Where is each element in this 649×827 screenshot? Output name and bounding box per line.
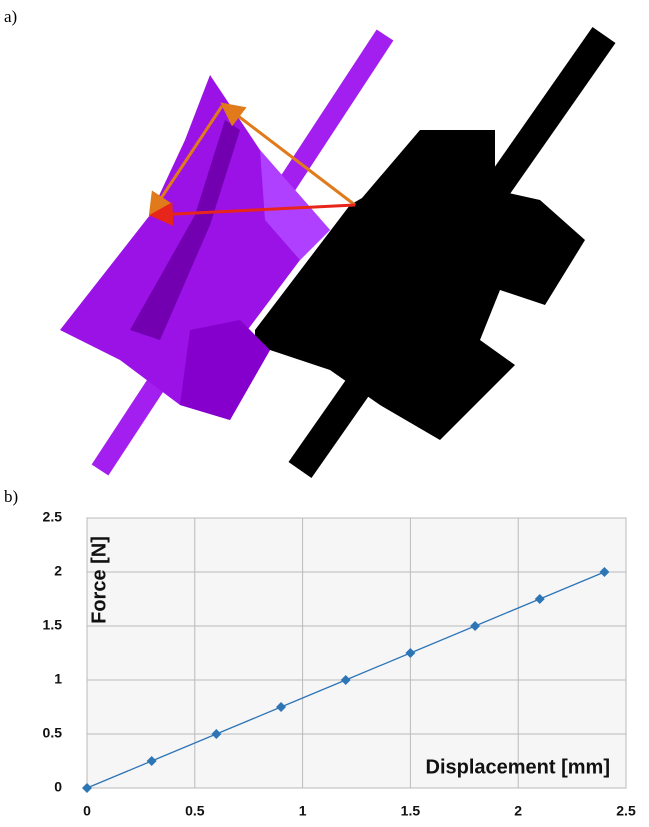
y-tick-label: 2 xyxy=(54,563,62,579)
page: a) b) 0 0.5 1 1.5 2 2.5 0 0.5 1 1.5 2 2.5 Displaceme… xyxy=(0,0,649,827)
y-tick-label: 1 xyxy=(54,671,62,687)
y-axis-label: Force [N] xyxy=(88,536,110,624)
x-tick-label: 0 xyxy=(83,803,91,819)
x-tick-label: 1.5 xyxy=(401,803,421,819)
black-part xyxy=(255,130,585,440)
y-tick-label: 1.5 xyxy=(43,617,63,633)
y-tick-label: 0.5 xyxy=(43,725,63,741)
figure: a) b) 0 0.5 1 1.5 2 2.5 0 0.5 1 1.5 2 2.5 Displaceme… xyxy=(0,0,649,827)
x-tick-label: 1 xyxy=(299,803,307,819)
plot-area xyxy=(87,518,626,788)
panel-label: b) xyxy=(4,487,18,506)
x-tick-label: 2.5 xyxy=(616,803,636,819)
panel-label: a) xyxy=(4,7,17,26)
x-tick-label: 2 xyxy=(514,803,522,819)
x-axis-label: Displacement [mm] xyxy=(426,756,611,778)
y-tick-label: 2.5 xyxy=(43,509,63,525)
render-3d xyxy=(60,35,604,470)
y-tick-label: 0 xyxy=(54,779,62,795)
x-tick-label: 0.5 xyxy=(185,803,205,819)
